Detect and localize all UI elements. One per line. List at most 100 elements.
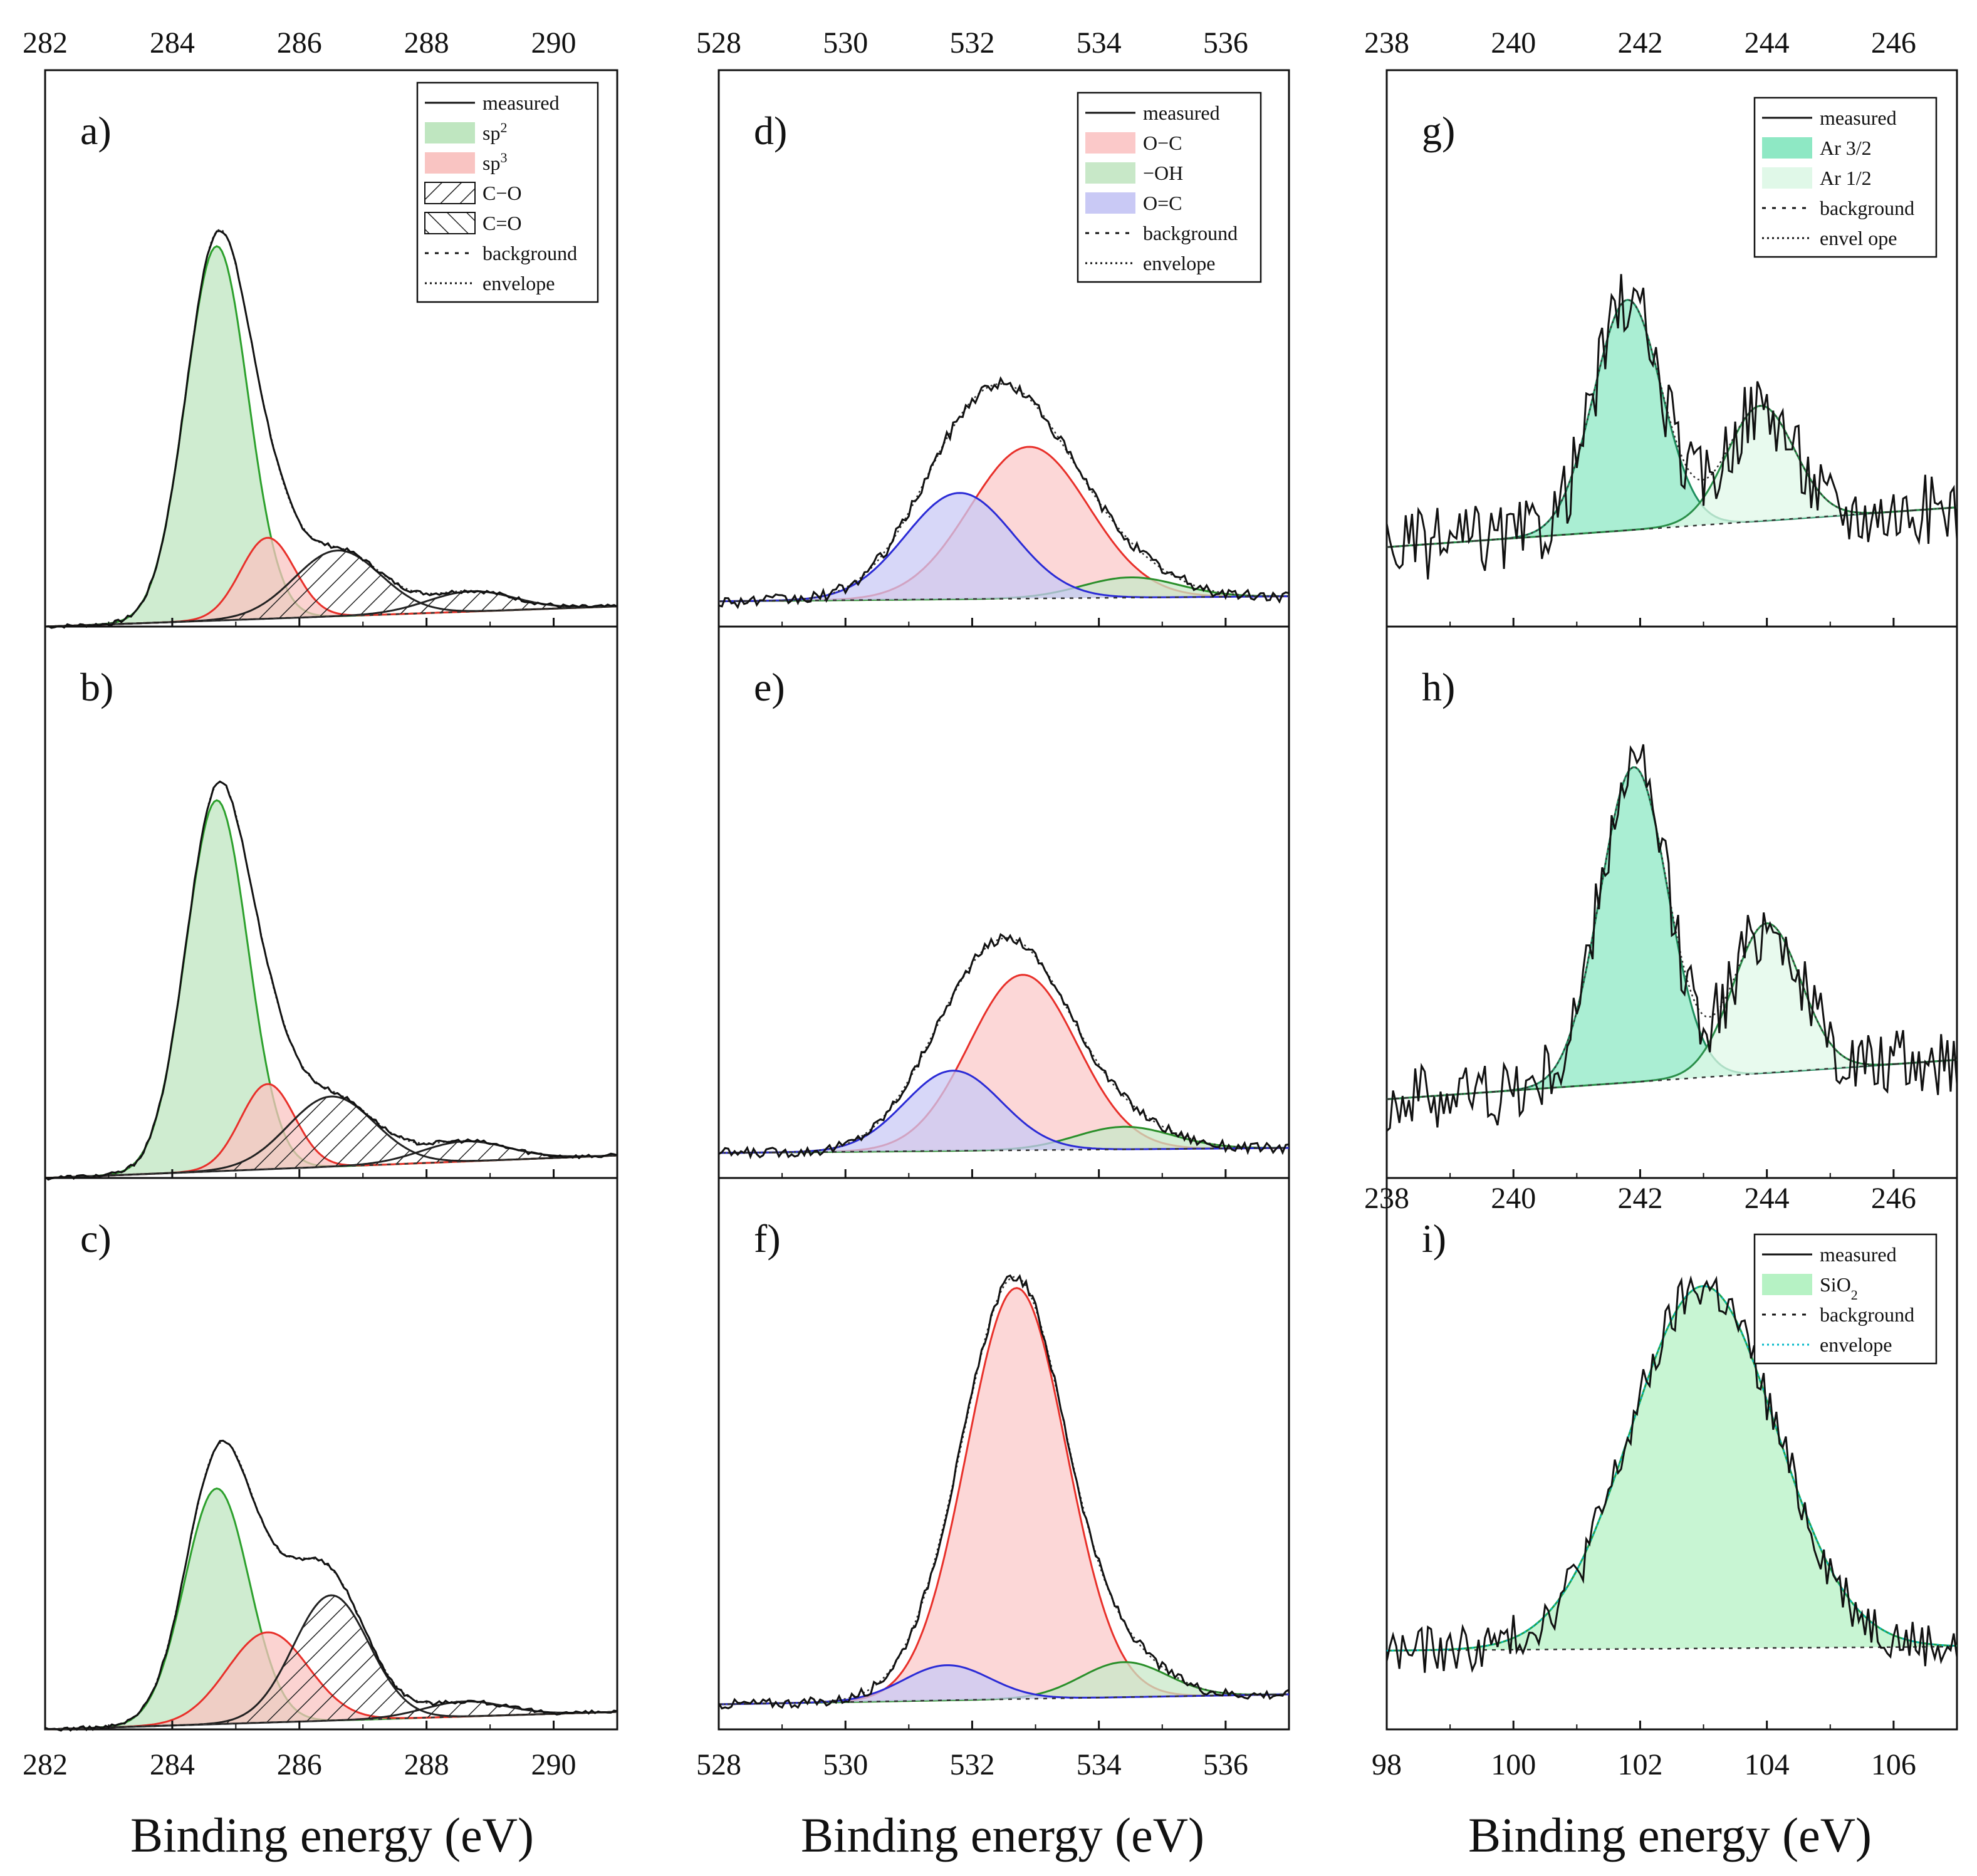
legend-swatch bbox=[1762, 137, 1812, 159]
component-fill-hatch bbox=[45, 1701, 617, 1729]
legend-label: background bbox=[1820, 1303, 1914, 1326]
legend-swatch bbox=[424, 212, 476, 234]
x-tick-label-top: 528 bbox=[696, 26, 741, 60]
x-tick-label-top: 532 bbox=[949, 26, 994, 60]
measured-line bbox=[717, 1274, 1290, 1710]
x-tick-label-top: 286 bbox=[277, 26, 322, 60]
component-fill-o_eq_c bbox=[719, 1070, 1289, 1153]
envelope-line bbox=[1386, 766, 1958, 1100]
legend-label: measured bbox=[483, 91, 560, 114]
background-line bbox=[1386, 1645, 1958, 1652]
legend-swatch bbox=[1085, 162, 1135, 184]
x-tick-label-bottom: 240 bbox=[1491, 1182, 1536, 1215]
measured-line bbox=[718, 932, 1290, 1160]
x-tick-label-top: 536 bbox=[1203, 26, 1248, 60]
legend-d: measured O−C −OH O=C background envelope bbox=[1077, 91, 1262, 283]
legend-label: envel ope bbox=[1820, 227, 1897, 249]
panel-label-a: a) bbox=[80, 108, 112, 153]
plot-frame bbox=[44, 1177, 618, 1731]
x-tick-label-top: 242 bbox=[1617, 26, 1662, 60]
x-tick-label-top: 284 bbox=[150, 26, 195, 60]
component-fill-ar32 bbox=[1387, 300, 1957, 548]
component-fill-hatch bbox=[45, 1141, 617, 1178]
x-tick-label-bottom: 534 bbox=[1077, 1748, 1122, 1781]
legend-swatch bbox=[425, 152, 475, 174]
background-line bbox=[718, 1693, 1290, 1706]
legend-swatch bbox=[425, 122, 475, 143]
x-tick-label-bottom: 104 bbox=[1745, 1748, 1790, 1781]
x-tick-label-top: 530 bbox=[823, 26, 868, 60]
legend-g: measured Ar 3/2 Ar 1/2 background envel ope bbox=[1753, 96, 1938, 258]
envelope-line bbox=[719, 383, 1289, 602]
x-axis-label-col3: Binding energy (eV) bbox=[1468, 1808, 1872, 1862]
legend-label: measured bbox=[1820, 107, 1897, 129]
x-tick-label-top: 288 bbox=[404, 26, 449, 60]
component-line-hatch bbox=[44, 590, 618, 628]
measured-line bbox=[44, 780, 618, 1181]
component-line-hatch bbox=[44, 1140, 618, 1179]
x-tick-label-top: 238 bbox=[1364, 26, 1409, 60]
plot-frame bbox=[1385, 1177, 1958, 1731]
component-fill-ar12 bbox=[1387, 405, 1957, 548]
x-tick-label-bottom: 244 bbox=[1745, 1182, 1790, 1215]
legend-swatch bbox=[1085, 192, 1135, 214]
legend-label: O−C bbox=[1143, 132, 1182, 154]
legend-swatch bbox=[1762, 167, 1812, 189]
component-fill-oc bbox=[719, 974, 1289, 1153]
component-fill-sp2 bbox=[45, 1488, 617, 1729]
x-tick-label-bottom: 282 bbox=[23, 1748, 68, 1781]
component-fill-oh bbox=[719, 1662, 1289, 1704]
background-line bbox=[44, 605, 618, 628]
legend-label: Ar 1/2 bbox=[1820, 167, 1872, 189]
x-tick-label-bottom: 242 bbox=[1617, 1182, 1662, 1215]
panel-label-b: b) bbox=[80, 665, 113, 709]
x-tick-label-bottom: 530 bbox=[823, 1748, 868, 1781]
legend-label: background bbox=[1820, 197, 1914, 219]
envelope-line bbox=[1386, 299, 1958, 548]
legend-swatch bbox=[1762, 1274, 1812, 1295]
panel-label-g: g) bbox=[1422, 108, 1455, 153]
panel-g: 238 240 242 244 246 g) bbox=[1364, 26, 1958, 628]
legend-swatch bbox=[424, 182, 476, 204]
legend-label: measured bbox=[1820, 1243, 1897, 1266]
component-fill-sp2 bbox=[45, 246, 617, 627]
x-tick-label-bottom: 532 bbox=[949, 1748, 994, 1781]
legend-label: background bbox=[1143, 222, 1238, 244]
component-fill-sio2 bbox=[1387, 1286, 1957, 1651]
legend-frame bbox=[1077, 91, 1262, 283]
panel-d: 528 530 532 534 536 d) bbox=[696, 26, 1290, 628]
panel-label-f: f) bbox=[754, 1216, 781, 1261]
x-tick-label-bottom: 106 bbox=[1871, 1748, 1916, 1781]
x-tick-label-bottom: 286 bbox=[277, 1748, 322, 1781]
plot-frame bbox=[44, 625, 618, 1179]
panel-i: 98 100 102 104 106 i) bbox=[1372, 1177, 1958, 1781]
x-tick-label-bottom: 100 bbox=[1491, 1748, 1536, 1781]
x-tick-label-bottom: 98 bbox=[1372, 1748, 1402, 1781]
legend-label: measured bbox=[1143, 102, 1220, 124]
component-fill-oh bbox=[719, 577, 1289, 602]
x-tick-label-bottom: 528 bbox=[696, 1748, 741, 1781]
x-tick-label-bottom: 102 bbox=[1617, 1748, 1662, 1781]
component-fill-hatch bbox=[45, 1097, 617, 1178]
background-line bbox=[44, 1711, 618, 1731]
legend-label: C−O bbox=[483, 182, 522, 204]
envelope-line bbox=[1387, 1285, 1958, 1652]
component-fill-oh bbox=[719, 1127, 1289, 1153]
legend-label: envelope bbox=[1820, 1333, 1892, 1356]
component-fill-o_eq_c bbox=[719, 492, 1289, 602]
x-axis-label-col2: Binding energy (eV) bbox=[801, 1808, 1204, 1862]
panel-label-i: i) bbox=[1422, 1216, 1446, 1261]
x-tick-label-bottom: 284 bbox=[150, 1748, 195, 1781]
legend-label: envelope bbox=[483, 272, 555, 294]
background-line bbox=[718, 1147, 1290, 1154]
legend-label: C=O bbox=[483, 212, 522, 234]
measured-line bbox=[44, 1439, 618, 1732]
panel-f: 528 530 532 534 536 f) bbox=[696, 1177, 1290, 1781]
x-tick-label-top: 534 bbox=[1077, 26, 1122, 60]
panel-label-c: c) bbox=[80, 1216, 112, 1261]
component-fill-hatch bbox=[45, 591, 617, 627]
